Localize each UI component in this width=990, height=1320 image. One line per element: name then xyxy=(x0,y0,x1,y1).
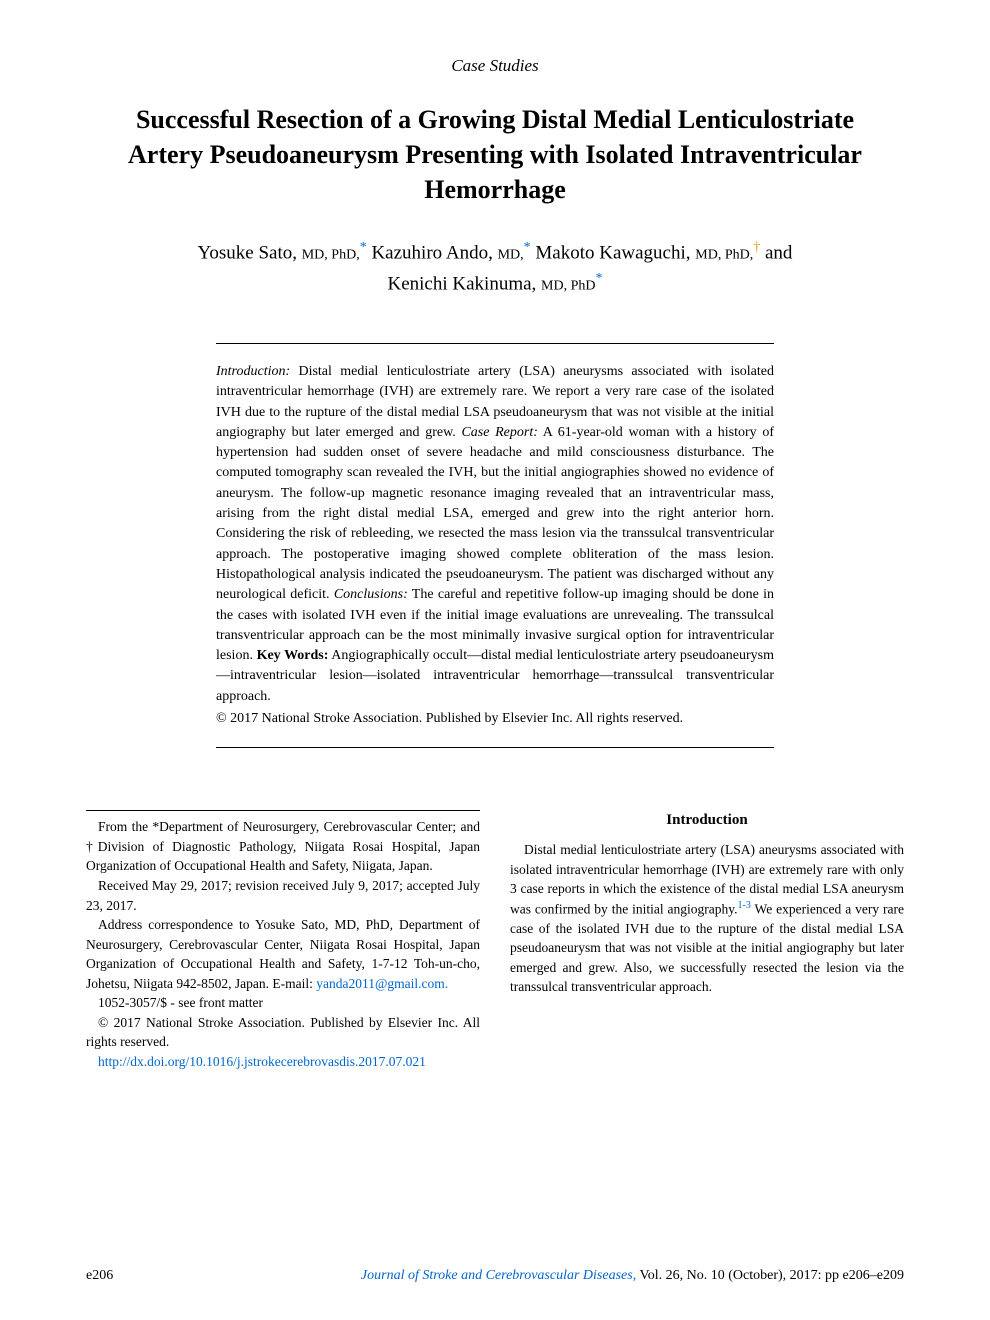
author-4-degree: MD, PhD xyxy=(541,278,595,293)
intro-ref-link[interactable]: 1-3 xyxy=(738,900,751,911)
footnote-doi-link[interactable]: http://dx.doi.org/10.1016/j.jstrokecereb… xyxy=(86,1052,480,1072)
author-and: and xyxy=(765,243,792,264)
journal-citation: Journal of Stroke and Cerebrovascular Di… xyxy=(361,1268,904,1284)
footnote-block: From the *Department of Neurosurgery, Ce… xyxy=(86,817,480,1071)
author-3-degree: MD, PhD, xyxy=(695,248,753,263)
abstract-intro-label: Introduction: xyxy=(216,364,290,379)
abstract-copyright: © 2017 National Stroke Association. Publ… xyxy=(216,709,774,729)
page-container: Case Studies Successful Resection of a G… xyxy=(0,0,990,1112)
author-4: Kenichi Kakinuma, xyxy=(387,273,541,294)
introduction-body: Distal medial lenticulostriate artery (L… xyxy=(510,840,904,997)
abstract-container: Introduction: Distal medial lenticulostr… xyxy=(216,362,774,729)
abstract-conc-label: Conclusions: xyxy=(334,587,408,602)
author-1-degree: MD, PhD, xyxy=(302,248,360,263)
rule-bottom xyxy=(216,747,774,748)
journal-vol: Vol. 26, No. 10 (October), 2017: pp e206… xyxy=(636,1268,904,1283)
left-column: From the *Department of Neurosurgery, Ce… xyxy=(86,810,480,1071)
page-footer: e206 Journal of Stroke and Cerebrovascul… xyxy=(86,1268,904,1284)
author-3-affil-symbol: † xyxy=(753,240,760,255)
rule-top xyxy=(216,343,774,344)
abstract-case-label: Case Report: xyxy=(461,425,537,440)
journal-name: Journal of Stroke and Cerebrovascular Di… xyxy=(361,1268,636,1283)
abstract-text: Introduction: Distal medial lenticulostr… xyxy=(216,362,774,707)
right-column: Introduction Distal medial lenticulostri… xyxy=(510,810,904,1071)
author-2-degree: MD, xyxy=(498,248,524,263)
footnote-received: Received May 29, 2017; revision received… xyxy=(86,876,480,915)
footnote-email-link[interactable]: yanda2011@gmail.com. xyxy=(316,976,448,991)
page-number: e206 xyxy=(86,1268,113,1284)
abstract-case-text: A 61-year-old woman with a history of hy… xyxy=(216,425,774,602)
article-title: Successful Resection of a Growing Distal… xyxy=(116,102,874,207)
abstract-keywords-label: Key Words: xyxy=(257,648,329,663)
author-1-affil-symbol: * xyxy=(360,240,367,255)
author-3: Makoto Kawaguchi, xyxy=(535,243,695,264)
footnote-issn: 1052-3057/$ - see front matter xyxy=(86,993,480,1013)
author-2-affil-symbol: * xyxy=(524,240,531,255)
footnote-copyright: © 2017 National Stroke Association. Publ… xyxy=(86,1013,480,1052)
author-4-affil-symbol: * xyxy=(596,271,603,286)
author-1: Yosuke Sato, xyxy=(198,243,302,264)
two-column-body: From the *Department of Neurosurgery, Ce… xyxy=(86,810,904,1071)
section-label: Case Studies xyxy=(86,56,904,76)
footnote-correspondence: Address correspondence to Yosuke Sato, M… xyxy=(86,915,480,993)
footnote-affiliations: From the *Department of Neurosurgery, Ce… xyxy=(86,817,480,876)
author-2: Kazuhiro Ando, xyxy=(371,243,497,264)
introduction-heading: Introduction xyxy=(510,810,904,832)
author-block: Yosuke Sato, MD, PhD,* Kazuhiro Ando, MD… xyxy=(86,237,904,299)
